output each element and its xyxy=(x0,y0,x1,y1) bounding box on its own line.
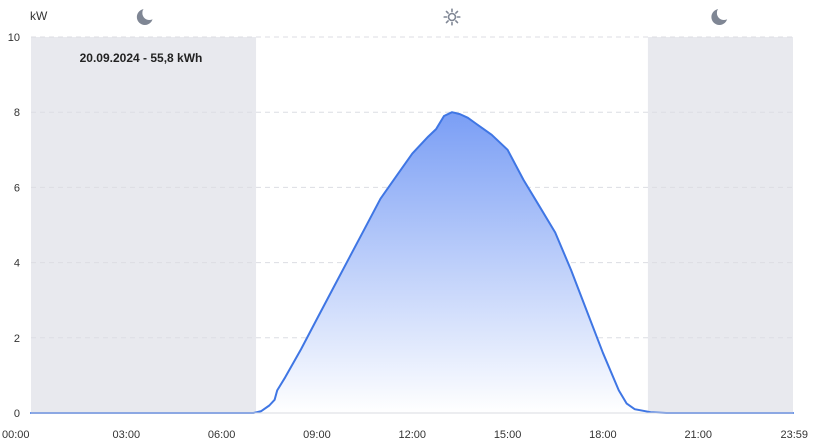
x-tick-label: 15:00 xyxy=(494,429,522,441)
moon-icon xyxy=(136,6,157,25)
y-tick-label: 2 xyxy=(14,333,20,345)
y-axis-unit-label: kW xyxy=(30,9,48,23)
y-tick-label: 10 xyxy=(8,32,20,44)
y-tick-label: 4 xyxy=(14,258,20,270)
y-tick-label: 0 xyxy=(14,408,20,420)
night-band xyxy=(31,37,257,413)
sun-icon xyxy=(443,8,461,26)
x-tick-label: 03:00 xyxy=(113,429,141,441)
day-night-icons xyxy=(136,6,731,26)
x-tick-label: 06:00 xyxy=(208,429,236,441)
series-layer xyxy=(30,111,794,414)
sun-ray xyxy=(455,20,459,24)
sun-ray xyxy=(445,10,449,14)
chart-title: 20.09.2024 - 55,8 kWh xyxy=(80,51,203,65)
series-line xyxy=(30,111,794,414)
moon-icon xyxy=(711,6,731,25)
y-tick-label: 8 xyxy=(14,107,20,119)
x-tick-label: 09:00 xyxy=(303,429,331,441)
sun-ray xyxy=(455,10,459,14)
moon-cutout xyxy=(142,6,157,20)
sun-disc xyxy=(447,12,457,22)
axes: 0 2 4 6 8 10 00:00 03:00 06:00 09:00 12:00 15:00 18:… xyxy=(2,32,808,441)
x-tick-label: 18:00 xyxy=(589,429,617,441)
series-area xyxy=(31,112,793,413)
moon-cutout xyxy=(716,6,731,20)
x-tick-label: 21:00 xyxy=(684,429,712,441)
sun-ray xyxy=(445,20,449,24)
y-tick-label: 6 xyxy=(14,182,20,194)
x-tick-label: 23:59 xyxy=(780,429,808,441)
night-bands xyxy=(31,37,793,413)
x-tick-label: 00:00 xyxy=(2,429,30,441)
x-tick-label: 12:00 xyxy=(398,429,426,441)
night-band xyxy=(647,37,793,413)
